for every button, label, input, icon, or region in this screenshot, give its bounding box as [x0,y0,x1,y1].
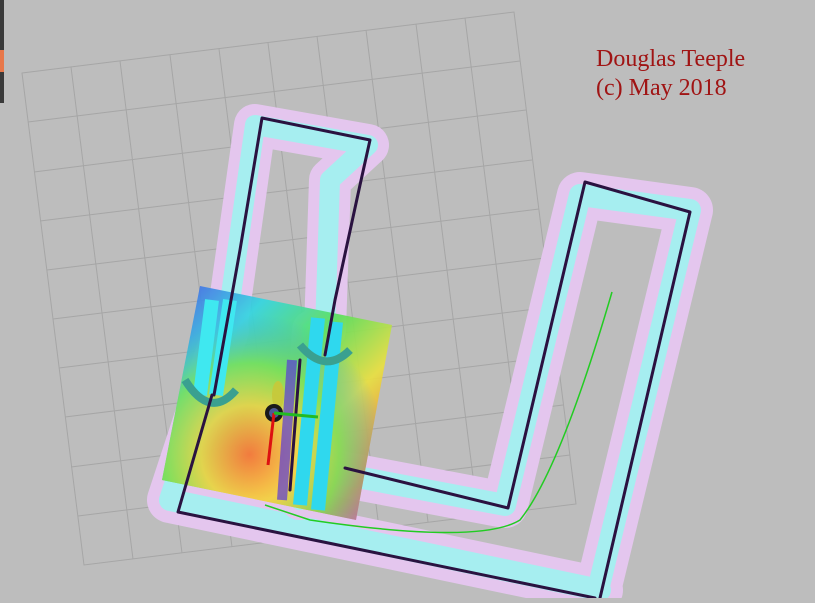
walls [176,116,692,600]
watermark-author: Douglas Teeple [596,46,746,72]
watermark-date: (c) May 2018 [596,75,727,101]
side-panel-accent[interactable] [0,50,4,72]
watermark: Douglas Teeple (c) May 2018 [596,45,745,103]
global-plan [264,291,613,534]
axes [266,411,319,466]
